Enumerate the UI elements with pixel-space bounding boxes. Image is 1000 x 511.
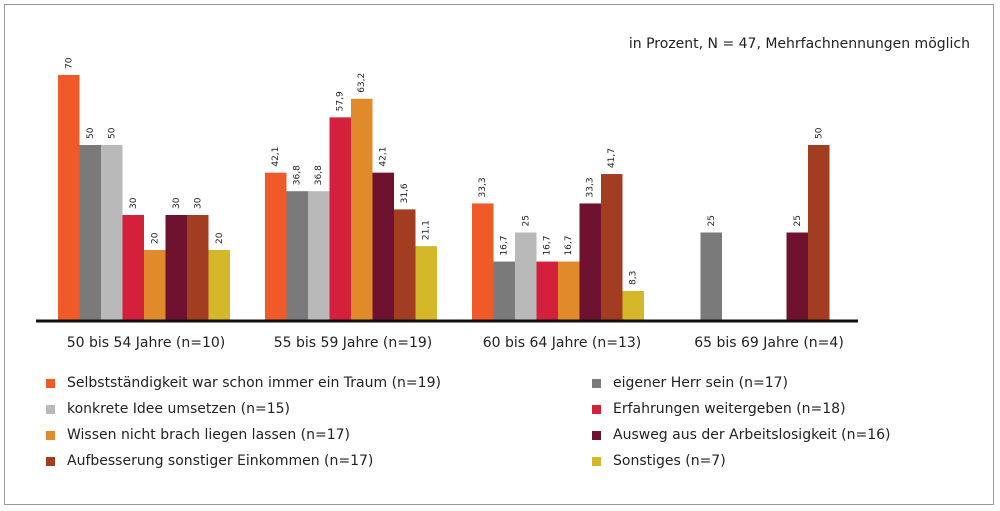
category-label-4: 65 bis 69 Jahre (n=4) xyxy=(694,335,844,351)
bar-6-2 xyxy=(372,172,394,320)
value-label-8-2: 21,1 xyxy=(422,220,432,240)
bar-5-1 xyxy=(144,250,166,320)
category-label-2: 55 bis 59 Jahre (n=19) xyxy=(274,335,432,351)
bar-6-3 xyxy=(579,203,601,320)
value-label-6-2: 42,1 xyxy=(379,147,389,167)
bar-5-2 xyxy=(351,98,373,320)
value-label-3-2: 36,8 xyxy=(314,165,324,185)
value-label-5-2: 63,2 xyxy=(357,73,367,93)
value-label-7-3: 41,7 xyxy=(607,148,617,168)
value-label-8-3: 8,3 xyxy=(629,271,639,285)
bar-1-1 xyxy=(58,75,80,320)
value-label-6-3: 33,3 xyxy=(586,177,596,197)
value-label-1-1: 70 xyxy=(64,57,74,69)
value-label-1-3: 33,3 xyxy=(478,177,488,197)
bar-7-3 xyxy=(601,174,623,320)
category-label-3: 60 bis 64 Jahre (n=13) xyxy=(483,335,641,351)
bar-1-3 xyxy=(472,203,494,320)
value-label-4-2: 57,9 xyxy=(336,91,346,111)
value-label-7-4: 50 xyxy=(814,127,824,139)
value-label-2-1: 50 xyxy=(86,127,96,139)
bar-2-4 xyxy=(700,232,722,320)
bar-2-2 xyxy=(286,191,308,320)
bar-7-2 xyxy=(394,209,416,320)
bar-3-2 xyxy=(308,191,330,320)
bar-3-3 xyxy=(515,232,537,320)
bar-4-2 xyxy=(329,117,351,320)
bar-2-1 xyxy=(79,145,101,320)
bar-5-3 xyxy=(558,261,580,320)
value-label-7-2: 31,6 xyxy=(400,183,410,203)
bar-8-1 xyxy=(208,250,230,320)
bar-2-3 xyxy=(493,261,515,320)
bar-1-2 xyxy=(265,172,287,320)
bar-8-3 xyxy=(622,290,644,320)
value-label-4-1: 30 xyxy=(129,197,139,209)
value-label-3-1: 50 xyxy=(107,127,117,139)
value-label-5-3: 16,7 xyxy=(564,236,574,256)
bar-8-2 xyxy=(415,246,437,320)
bar-7-4 xyxy=(808,145,830,320)
value-label-6-1: 30 xyxy=(172,197,182,209)
bar-7-1 xyxy=(187,215,209,320)
value-label-7-1: 30 xyxy=(193,197,203,209)
value-label-2-4: 25 xyxy=(707,215,717,226)
chart-frame xyxy=(4,4,994,505)
value-label-5-1: 20 xyxy=(150,232,160,244)
bar-4-3 xyxy=(536,261,558,320)
value-label-6-4: 25 xyxy=(793,215,803,226)
value-label-2-3: 16,7 xyxy=(500,236,510,256)
value-label-3-3: 25 xyxy=(521,215,531,226)
bar-4-1 xyxy=(122,215,144,320)
bar-6-4 xyxy=(786,232,808,320)
value-label-2-2: 36,8 xyxy=(293,165,303,185)
value-label-4-3: 16,7 xyxy=(543,236,553,256)
bar-3-1 xyxy=(101,145,123,320)
bar-6-1 xyxy=(165,215,187,320)
chart-note: in Prozent, N = 47, Mehrfachnennungen mö… xyxy=(628,36,970,52)
value-label-8-1: 20 xyxy=(215,232,225,244)
value-label-1-2: 42,1 xyxy=(271,147,281,167)
category-label-1: 50 bis 54 Jahre (n=10) xyxy=(67,335,225,351)
